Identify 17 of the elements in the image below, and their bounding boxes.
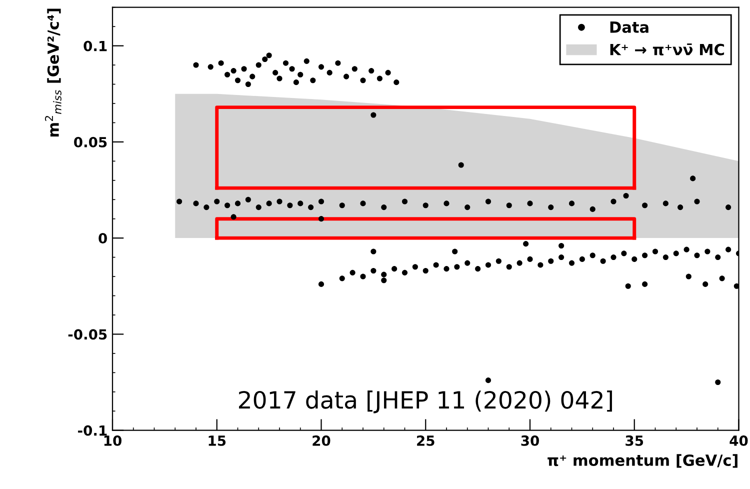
y-tick-label: -0.05 bbox=[68, 329, 107, 340]
x-tick-label: 40 bbox=[730, 435, 748, 446]
x-tick-label: 15 bbox=[208, 436, 226, 446]
y-axis-title: m$^{2}$$_{miss}$ [GeV²/c⁴] bbox=[44, 8, 62, 137]
y-tick-label: 0 bbox=[98, 233, 107, 244]
x-axis-title: π⁺ momentum [GeV/c] bbox=[548, 454, 738, 468]
legend-label: K⁺ → π⁺νν̄ MC bbox=[610, 44, 724, 56]
y-tick-label: 0.05 bbox=[74, 136, 107, 148]
annotation: 2017 data [JHEP 11 (2020) 042] bbox=[238, 390, 612, 414]
x-tick-label: 20 bbox=[312, 435, 330, 446]
x-tick-label: 10 bbox=[104, 435, 122, 446]
y-tick-label: -0.1 bbox=[78, 425, 107, 436]
x-tick-label: 35 bbox=[626, 435, 644, 446]
legend-label: Data bbox=[610, 22, 648, 33]
x-tick-label: 25 bbox=[417, 435, 434, 446]
x-tick-label: 30 bbox=[521, 435, 539, 446]
y-tick-label: 0.1 bbox=[84, 40, 107, 52]
